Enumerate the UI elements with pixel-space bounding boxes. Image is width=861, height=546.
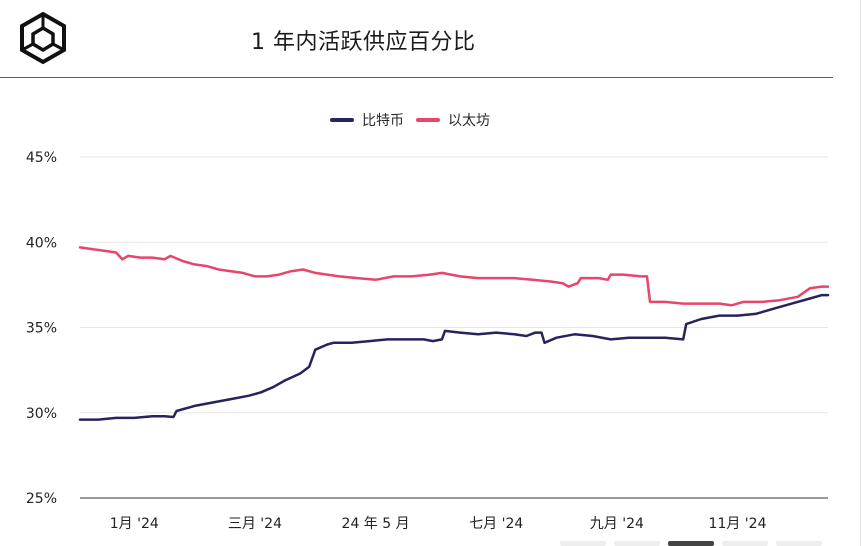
- y-tick-label: 45%: [26, 150, 57, 166]
- cube-logo-icon[interactable]: [15, 10, 71, 66]
- legend-swatch-btc: [330, 118, 354, 122]
- x-tick-label: 11月 '24: [709, 516, 767, 532]
- chart-legend: 比特币 以太坊: [330, 110, 490, 130]
- legend-label-btc: 比特币: [362, 113, 404, 129]
- x-tick-label: 九月 '24: [590, 516, 644, 532]
- x-tick-label: 1月 '24: [110, 516, 159, 532]
- page-title: 1 年内活跃供应百分比: [251, 30, 476, 55]
- y-tick-label: 25%: [26, 491, 57, 507]
- footer-tab[interactable]: [614, 541, 660, 546]
- y-tick-label: 35%: [26, 321, 57, 337]
- series-lines: [78, 246, 830, 421]
- legend-swatch-eth: [416, 118, 440, 122]
- footer-tabs: [560, 541, 822, 546]
- series-line-btc[interactable]: [78, 293, 830, 421]
- footer-tab[interactable]: [722, 541, 768, 546]
- footer-tab-active[interactable]: [668, 541, 714, 546]
- y-tick-label: 30%: [26, 406, 57, 422]
- series-line-eth[interactable]: [78, 246, 830, 307]
- footer-tab[interactable]: [560, 541, 606, 546]
- legend-label-eth: 以太坊: [448, 113, 490, 129]
- y-tick-label: 40%: [26, 235, 57, 251]
- legend-item-btc[interactable]: 比特币: [330, 110, 404, 130]
- footer-tab[interactable]: [776, 541, 822, 546]
- header: 1 年内活跃供应百分比: [0, 0, 861, 78]
- x-tick-label: 三月 '24: [228, 516, 282, 532]
- y-axis-ticks: 25% 30% 35% 40% 45%: [26, 150, 57, 507]
- header-divider: [0, 77, 833, 78]
- grid-lines: [80, 156, 828, 414]
- x-tick-label: 24 年 5 月: [342, 516, 410, 532]
- x-axis-ticks: 1月 '24 三月 '24 24 年 5 月 七月 '24 九月 '24 11月 '24: [110, 516, 767, 532]
- x-tick-label: 七月 '24: [469, 516, 523, 532]
- legend-item-eth[interactable]: 以太坊: [416, 110, 490, 130]
